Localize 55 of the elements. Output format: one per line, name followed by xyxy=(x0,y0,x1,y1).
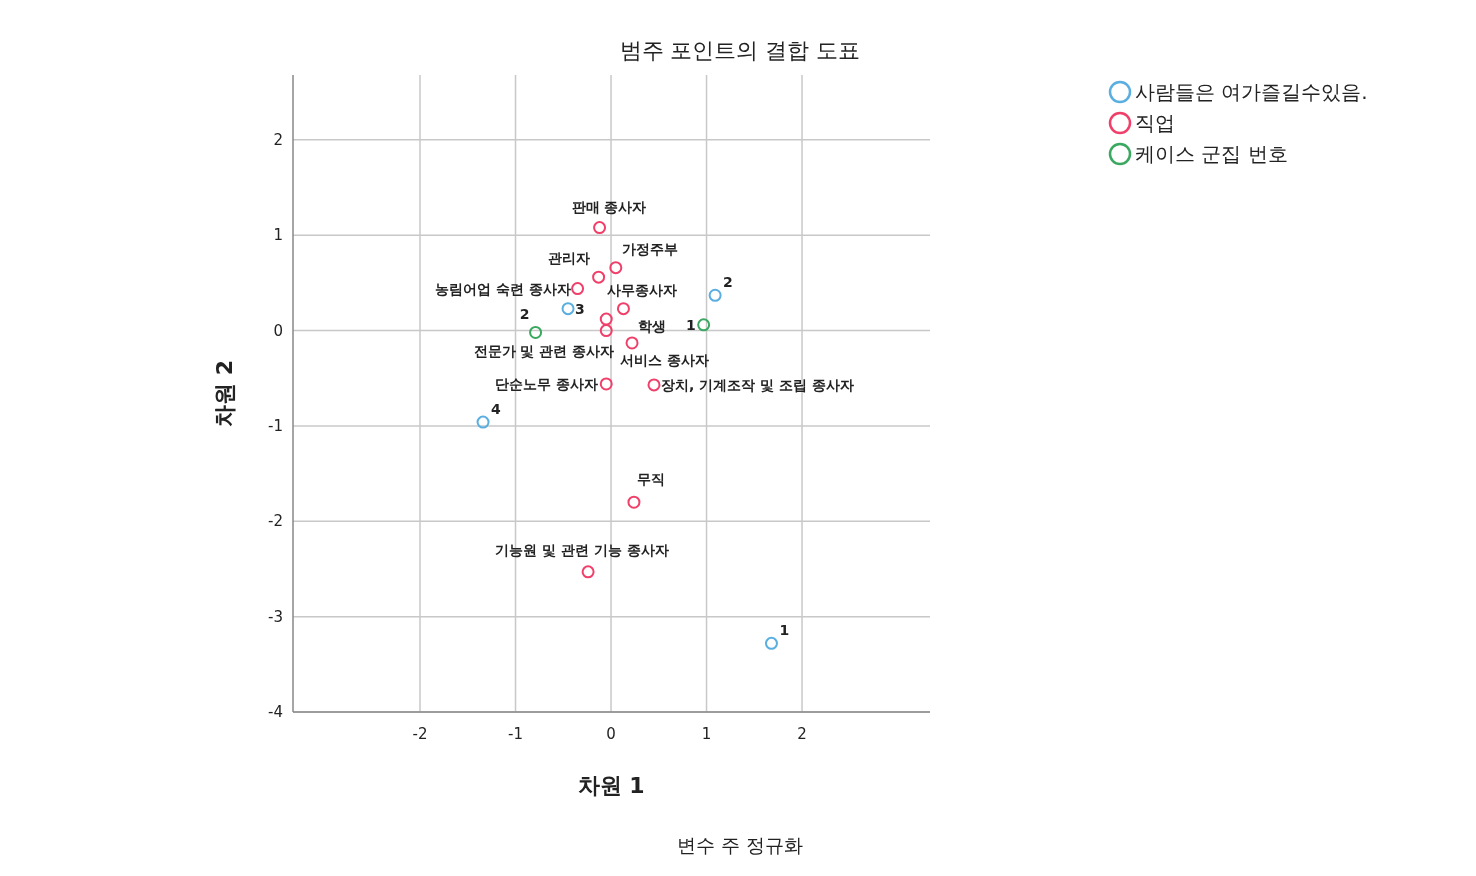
x-tick-label: 0 xyxy=(606,725,616,743)
annotation: 2 xyxy=(723,274,733,291)
point xyxy=(697,318,711,332)
point xyxy=(581,565,595,579)
x-axis-title: 차원 1 xyxy=(577,773,645,798)
point xyxy=(708,288,722,302)
point xyxy=(616,302,630,316)
point xyxy=(476,415,490,429)
point xyxy=(571,282,585,296)
legend-label: 사람들은 여가즐길수있음. xyxy=(1135,80,1368,104)
annotation: 2 xyxy=(519,306,530,323)
annotation: 장치, 기계조작 및 조립 종사자 xyxy=(661,376,854,393)
annotation: 학생 xyxy=(638,318,667,335)
point xyxy=(764,636,778,650)
annotation: 서비스 종사자 xyxy=(620,351,709,368)
annotation: 사무종사자 xyxy=(607,281,678,298)
annotation: 3 xyxy=(575,300,585,317)
point xyxy=(592,270,606,284)
point xyxy=(627,495,641,509)
annotation: 농림어업 숙련 종사자 xyxy=(434,280,571,297)
y-tick-label: -4 xyxy=(268,703,283,721)
point xyxy=(599,324,613,338)
x-tick-label: -1 xyxy=(508,725,523,743)
annotation: 가정주부 xyxy=(621,240,678,257)
point xyxy=(609,261,623,275)
legend-label: 케이스 군집 번호 xyxy=(1135,142,1288,166)
y-tick-label: 0 xyxy=(273,321,283,340)
annotation: 관리자 xyxy=(547,250,590,267)
annotation: 4 xyxy=(491,401,502,418)
annotation: 무직 xyxy=(636,471,665,488)
x-tick-label: -2 xyxy=(412,725,428,743)
x-tick-label: 1 xyxy=(701,725,712,743)
annotation: 1 xyxy=(685,316,696,333)
point xyxy=(529,325,543,339)
legend-label: 직업 xyxy=(1135,111,1175,135)
y-tick-label: -3 xyxy=(268,607,283,626)
point xyxy=(599,377,613,391)
point xyxy=(593,221,607,235)
point xyxy=(561,302,575,316)
y-tick-label: 1 xyxy=(273,226,283,245)
annotation: 1 xyxy=(779,622,790,639)
annotation: 단순노무 종사자 xyxy=(495,375,599,392)
annotation: 판매 종사자 xyxy=(571,198,647,215)
text: 변수 주 정규화 xyxy=(676,834,804,856)
y-axis-title: 차원 2 xyxy=(212,360,237,427)
annotation: 전문가 및 관련 종사자 xyxy=(473,342,615,359)
point xyxy=(647,378,661,392)
point xyxy=(625,336,639,350)
y-tick-label: -1 xyxy=(268,416,283,435)
x-tick-label: 2 xyxy=(797,725,807,743)
chart-title: 범주 포인트의 결합 도표 xyxy=(619,38,861,63)
point xyxy=(599,312,613,326)
y-tick-label: -2 xyxy=(268,512,283,531)
y-tick-label: 2 xyxy=(273,130,283,149)
annotation: 기능원 및 관련 기능 종사자 xyxy=(495,541,669,558)
